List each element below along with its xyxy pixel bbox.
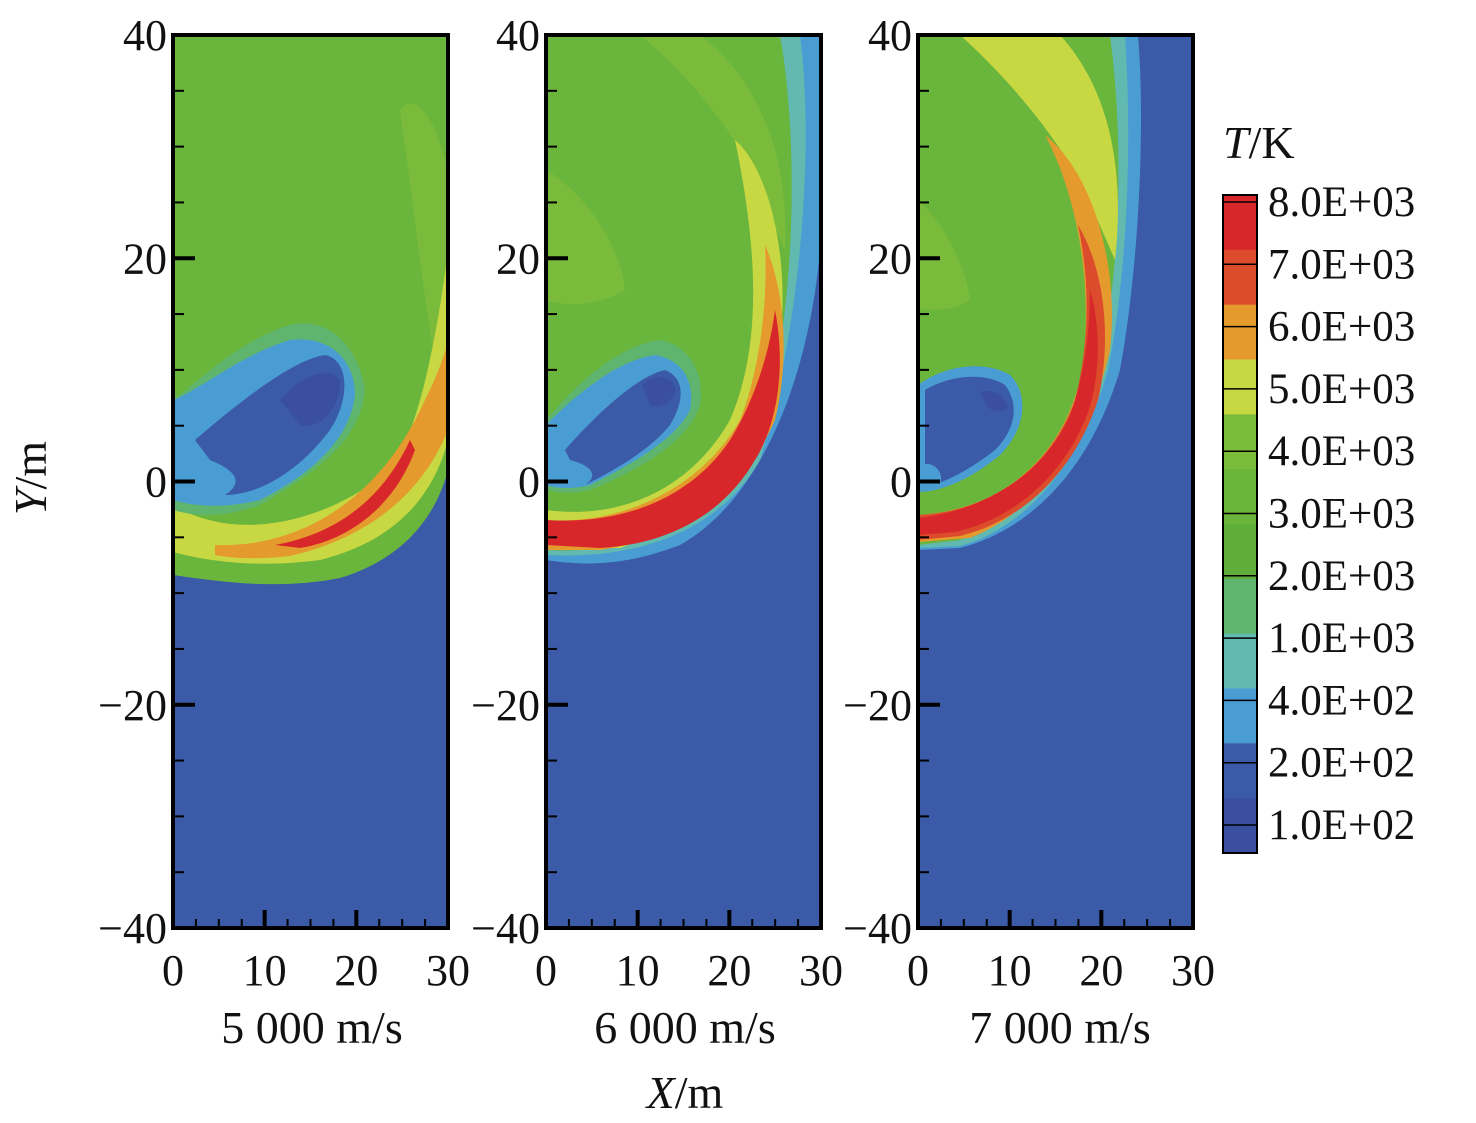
y-tick-label: −20 [98, 681, 167, 730]
colorbar-swatch [1223, 633, 1257, 689]
colorbar-level-label: 5.0E+03 [1268, 366, 1415, 413]
y-tick-label: 40 [496, 11, 540, 60]
y-tick-label: 0 [890, 458, 912, 507]
contour-panel-3 [916, 33, 1195, 930]
contour-band-light-green [546, 170, 625, 305]
contour-band-light-green-2 [640, 35, 786, 250]
y-tick-label: −40 [98, 904, 167, 953]
colorbar-swatch [1223, 414, 1257, 470]
x-tick-label: 20 [334, 946, 378, 995]
colorbar-frame [1222, 194, 1258, 854]
x-axis-title: X/m [645, 1067, 724, 1118]
recirculation-core-inner [980, 390, 1008, 412]
y-tick-label: −20 [843, 681, 912, 730]
contour-panel-1 [171, 33, 450, 930]
x-tick-label: 0 [162, 946, 184, 995]
y-axis-unit: /m [5, 441, 56, 490]
colorbar-swatch [1223, 359, 1257, 415]
y-tick-label: 40 [123, 11, 167, 60]
x-tick-label: 30 [1171, 946, 1215, 995]
colorbar-swatch [1223, 798, 1257, 854]
colorbar-swatch [1223, 524, 1257, 580]
y-axis-var: Y [5, 485, 56, 515]
colorbar-title: T/K [1223, 117, 1295, 168]
x-tick-label: 10 [988, 946, 1032, 995]
y-tick-label: −20 [471, 681, 540, 730]
colorbar-swatch [1223, 578, 1257, 635]
panel-caption-3: 7 000 m/s [969, 1002, 1150, 1053]
colorbar-level-label: 2.0E+02 [1268, 740, 1415, 787]
colorbar-level-label: 1.0E+02 [1268, 802, 1415, 849]
colorbar-title-unit: /K [1249, 117, 1295, 168]
y-tick-label: 20 [868, 234, 912, 283]
colorbar-level-label: 7.0E+03 [1268, 241, 1415, 288]
colorbar: T/K 8.0E+03 7.0E+03 6.0E+03 5.0E+03 4.0E+03 3… [1222, 117, 1415, 854]
x-tick-label: 0 [535, 946, 557, 995]
x-tick-label: 10 [243, 946, 287, 995]
x-tick-label: 0 [907, 946, 929, 995]
colorbar-level-label: 6.0E+03 [1268, 304, 1415, 351]
colorbar-level-label: 1.0E+03 [1268, 615, 1415, 662]
colorbar-swatch [1223, 195, 1257, 251]
x-tick-label: 20 [707, 946, 751, 995]
y-tick-label: 40 [868, 11, 912, 60]
x-axis-unit: /m [675, 1067, 724, 1118]
y-tick-label: 0 [518, 458, 540, 507]
x-tick-label: 30 [426, 946, 470, 995]
y-tick-label: 20 [496, 234, 540, 283]
colorbar-swatch [1223, 743, 1257, 799]
panel-caption-1: 5 000 m/s [221, 1002, 402, 1053]
colorbar-swatch [1223, 469, 1257, 525]
recirculation-core-inner [280, 372, 340, 426]
x-tick-label: 20 [1079, 946, 1123, 995]
contour-band-light-green [918, 200, 970, 310]
y-axis-title: Y/m [5, 441, 56, 515]
panel-caption-2: 6 000 m/s [594, 1002, 775, 1053]
x-tick-label: 10 [616, 946, 660, 995]
contour-band-red [546, 310, 780, 548]
recirculation-core-inner [642, 376, 676, 407]
colorbar-title-var: T [1223, 117, 1252, 168]
colorbar-level-label: 2.0E+03 [1268, 553, 1415, 600]
contour-panel-2 [544, 33, 823, 930]
contour-band-orange [215, 340, 448, 559]
contour-band-red [275, 440, 415, 548]
contour-band-yellow [960, 35, 1118, 260]
colorbar-level-label: 3.0E+03 [1268, 491, 1415, 538]
x-tick-label: 30 [799, 946, 843, 995]
y-tick-label: 20 [123, 234, 167, 283]
colorbar-swatch [1223, 249, 1257, 306]
y-tick-label: 0 [145, 458, 167, 507]
colorbar-level-label: 4.0E+02 [1268, 677, 1415, 724]
y-tick-label: −40 [843, 904, 912, 953]
colorbar-level-label: 8.0E+03 [1268, 179, 1415, 226]
x-axis-var: X [645, 1067, 677, 1118]
colorbar-level-label: 4.0E+03 [1268, 428, 1415, 475]
colorbar-swatch [1223, 688, 1257, 744]
y-tick-label: −40 [471, 904, 540, 953]
colorbar-swatch [1223, 304, 1257, 360]
